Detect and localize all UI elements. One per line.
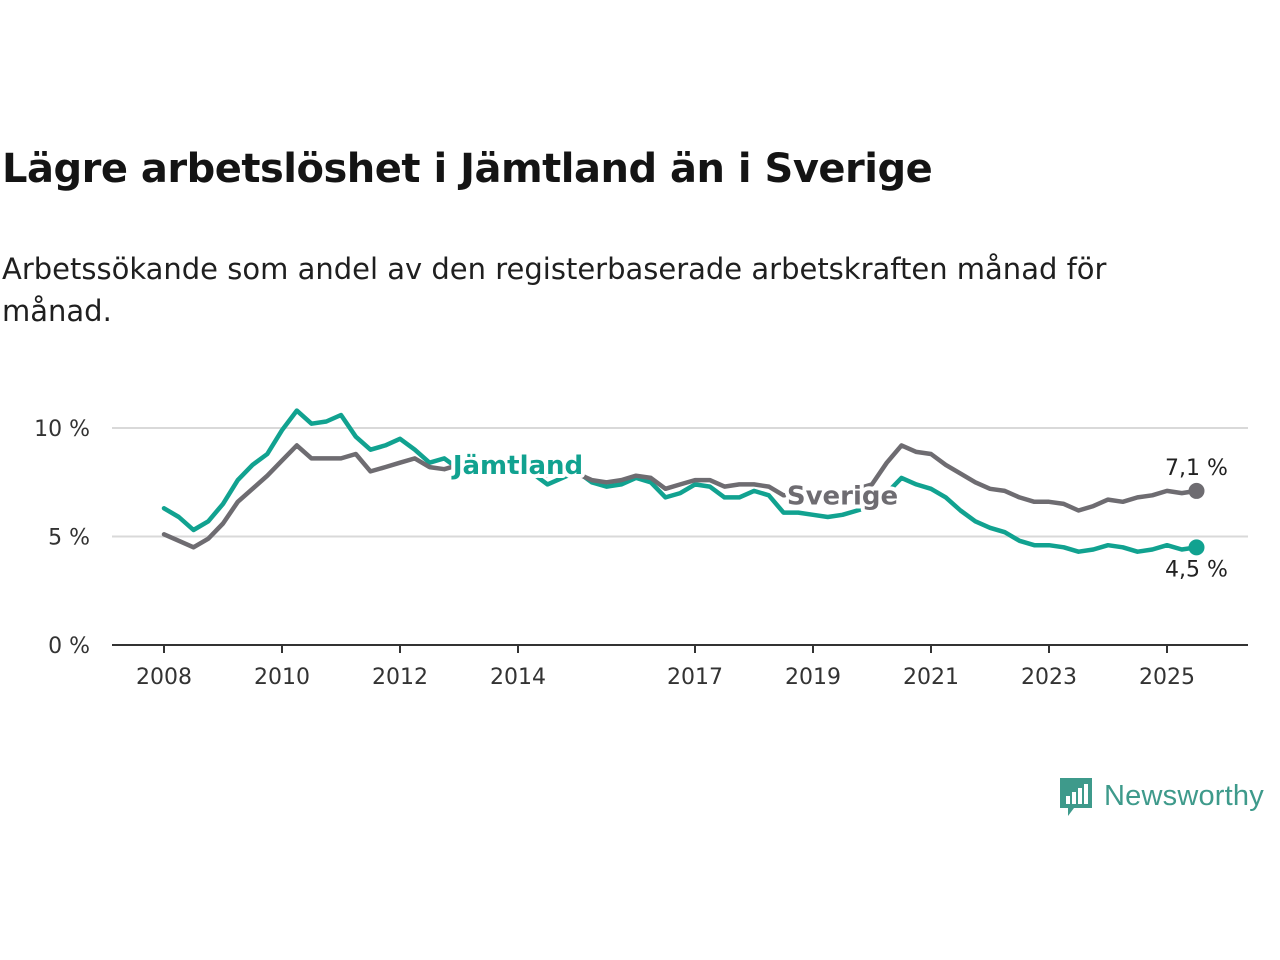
y-tick-label: 5 % [48, 526, 90, 551]
y-tick-label: 10 % [34, 417, 90, 442]
x-tick-label: 2010 [254, 665, 310, 690]
series-line-sverige [161, 443, 1199, 550]
series-labels: 7,1 % 4,5 % Jämtland Sverige [447, 447, 1228, 582]
y-tick-label: 0 % [48, 634, 90, 659]
x-tick-label: 2019 [785, 665, 841, 690]
series-line-jämtland [161, 408, 1199, 554]
x-tick-label: 2012 [372, 665, 428, 690]
x-tick-label: 2023 [1021, 665, 1077, 690]
end-value-label-jämtland: 4,5 % [1165, 557, 1228, 582]
gridlines [112, 427, 1248, 538]
x-tick-label: 2025 [1139, 665, 1195, 690]
newsworthy-logo[interactable]: Newsworthy [1058, 774, 1264, 818]
line-chart: 0 %5 %10 % 2008 2010 2012 2014 2017 2019 2021 2… [34, 408, 1248, 690]
end-point-sverige [1188, 482, 1205, 499]
chart-subtitle: Arbetssökande som andel av den registerb… [2, 252, 1107, 328]
x-tick-label: 2017 [667, 665, 723, 690]
x-tick-label: 2014 [490, 665, 546, 690]
x-axis: 2008 2010 2012 2014 2017 2019 2021 2023 2025 [112, 644, 1248, 690]
end-point-jämtland [1188, 539, 1205, 556]
series-label-sverige: Sverige [787, 481, 898, 511]
brand-name: Newsworthy [1104, 779, 1264, 812]
chart-title: Lägre arbetslöshet i Jämtland än i Sveri… [2, 146, 933, 192]
y-axis-ticks: 0 % 5 % 10 % [34, 417, 90, 659]
end-value-label-sverige: 7,1 % [1165, 456, 1228, 481]
newsworthy-chart-icon [1060, 778, 1092, 816]
x-tick-label: 2008 [136, 665, 192, 690]
series-label-jämtland: Jämtland [451, 451, 583, 481]
series-lines [161, 408, 1205, 556]
x-tick-label: 2021 [903, 665, 959, 690]
